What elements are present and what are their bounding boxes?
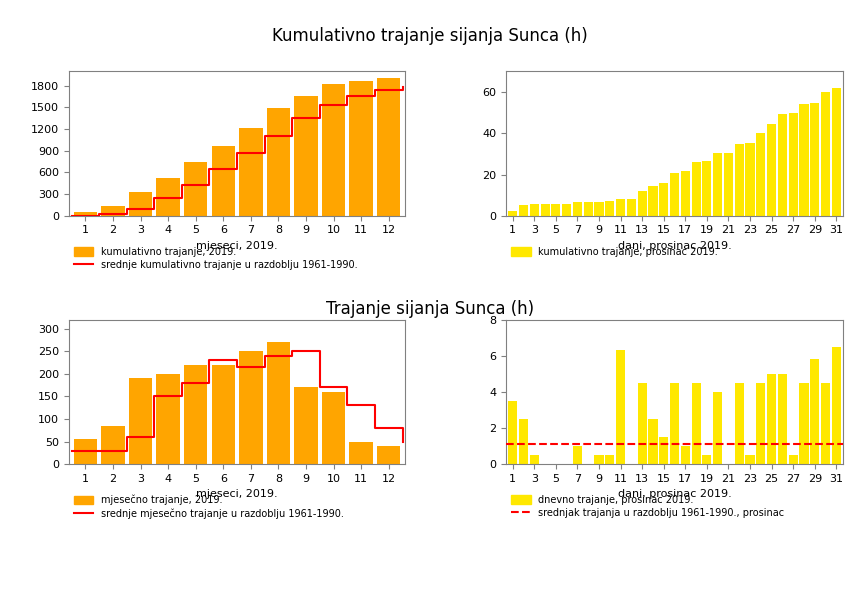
- Bar: [821, 92, 830, 216]
- Bar: [349, 81, 373, 216]
- Bar: [322, 392, 346, 464]
- Text: Kumulativno trajanje sijanja Sunca (h): Kumulativno trajanje sijanja Sunca (h): [272, 27, 588, 45]
- Bar: [627, 199, 636, 216]
- Bar: [789, 455, 798, 464]
- Bar: [584, 202, 593, 216]
- Bar: [703, 161, 711, 216]
- Bar: [756, 383, 765, 464]
- Bar: [605, 455, 614, 464]
- Bar: [746, 143, 754, 216]
- Bar: [129, 378, 152, 464]
- Bar: [637, 191, 647, 216]
- Bar: [659, 437, 668, 464]
- Bar: [377, 78, 401, 216]
- Bar: [294, 96, 317, 216]
- Bar: [637, 383, 647, 464]
- Bar: [594, 202, 604, 216]
- X-axis label: dani, prosinac 2019.: dani, prosinac 2019.: [617, 489, 731, 499]
- Bar: [681, 446, 690, 464]
- Legend: kumulativno trajanje, 2019., srednje kumulativno trajanje u razdoblju 1961-1990.: kumulativno trajanje, 2019., srednje kum…: [74, 246, 358, 270]
- Bar: [519, 419, 528, 464]
- Bar: [508, 211, 518, 216]
- Bar: [713, 153, 722, 216]
- Bar: [157, 177, 180, 216]
- Bar: [101, 426, 125, 464]
- Text: Trajanje sijanja Sunca (h): Trajanje sijanja Sunca (h): [326, 300, 534, 318]
- Bar: [605, 201, 614, 216]
- Bar: [713, 392, 722, 464]
- Bar: [267, 342, 290, 464]
- Bar: [616, 199, 625, 216]
- Bar: [573, 202, 582, 216]
- X-axis label: mjeseci, 2019.: mjeseci, 2019.: [196, 241, 278, 251]
- Bar: [648, 419, 658, 464]
- Bar: [519, 205, 528, 216]
- Bar: [594, 455, 604, 464]
- Bar: [322, 84, 346, 216]
- Bar: [377, 446, 401, 464]
- Bar: [184, 365, 207, 464]
- Legend: dnevno trajanje, prosinac 2019., srednjak trajanja u razdoblju 1961-1990., prosi: dnevno trajanje, prosinac 2019., srednja…: [511, 495, 784, 518]
- Bar: [74, 212, 97, 216]
- Bar: [212, 365, 235, 464]
- Bar: [777, 374, 787, 464]
- Bar: [691, 383, 701, 464]
- X-axis label: mjeseci, 2019.: mjeseci, 2019.: [196, 489, 278, 499]
- Bar: [800, 383, 808, 464]
- Bar: [184, 162, 207, 216]
- Bar: [129, 192, 152, 216]
- Bar: [800, 104, 808, 216]
- Bar: [789, 112, 798, 216]
- Bar: [734, 383, 744, 464]
- Legend: mjesečno trajanje, 2019., srednje mjesečno trajanje u razdoblju 1961-1990.: mjesečno trajanje, 2019., srednje mjeseč…: [74, 495, 344, 519]
- Bar: [573, 446, 582, 464]
- Bar: [212, 146, 235, 216]
- Bar: [832, 347, 841, 464]
- Bar: [670, 174, 679, 216]
- Bar: [756, 133, 765, 216]
- Bar: [746, 455, 754, 464]
- Bar: [508, 401, 518, 464]
- Bar: [691, 162, 701, 216]
- Bar: [530, 455, 539, 464]
- Bar: [777, 114, 787, 216]
- Bar: [734, 143, 744, 216]
- Bar: [74, 439, 97, 464]
- Bar: [724, 153, 733, 216]
- Bar: [821, 383, 830, 464]
- Bar: [551, 205, 561, 216]
- Bar: [767, 374, 777, 464]
- Bar: [541, 205, 550, 216]
- Bar: [703, 455, 711, 464]
- Bar: [349, 441, 373, 464]
- Bar: [681, 171, 690, 216]
- Bar: [659, 183, 668, 216]
- Bar: [239, 128, 262, 216]
- Bar: [239, 351, 262, 464]
- Legend: kumulativno trajanje, prosinac 2019.: kumulativno trajanje, prosinac 2019.: [511, 246, 718, 256]
- Bar: [832, 88, 841, 216]
- Bar: [157, 374, 180, 464]
- Bar: [767, 124, 777, 216]
- Bar: [267, 108, 290, 216]
- Bar: [101, 206, 125, 216]
- Bar: [670, 383, 679, 464]
- Bar: [530, 205, 539, 216]
- Bar: [294, 387, 317, 464]
- Bar: [616, 350, 625, 464]
- Bar: [562, 205, 571, 216]
- Bar: [810, 359, 820, 464]
- Bar: [648, 186, 658, 216]
- X-axis label: dani, prosinac 2019.: dani, prosinac 2019.: [617, 241, 731, 251]
- Bar: [810, 104, 820, 216]
